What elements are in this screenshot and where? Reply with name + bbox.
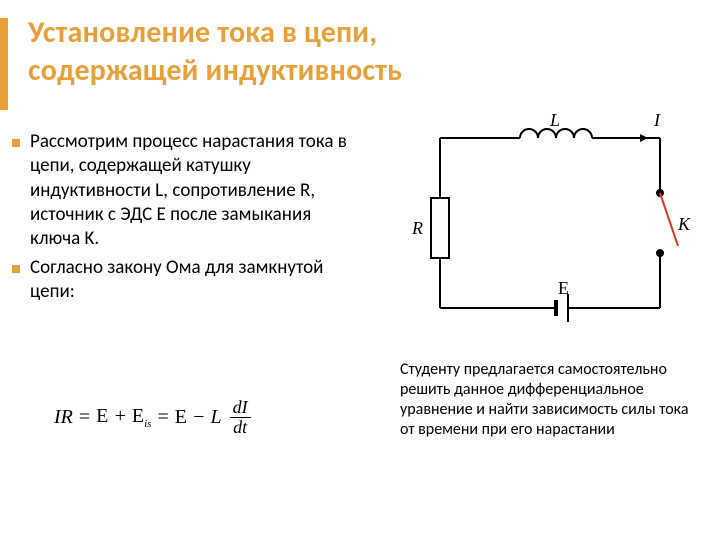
student-note: Студенту предлагается самостоятельно реш… bbox=[400, 360, 700, 440]
bullet-item: Рассмотрим процесс нарастания тока в цеп… bbox=[12, 130, 362, 252]
label-K: K bbox=[677, 214, 691, 234]
label-I: I bbox=[653, 110, 661, 130]
equation: IR = E + Eis = E − L dI dt bbox=[54, 398, 251, 437]
label-L: L bbox=[549, 110, 560, 130]
eq-equals: = bbox=[157, 406, 168, 429]
circuit-diagram: L I R K E bbox=[400, 108, 700, 338]
body-text: Рассмотрим процесс нарастания тока в цеп… bbox=[12, 130, 362, 308]
eq-lhs: IR bbox=[54, 406, 73, 429]
label-R: R bbox=[411, 218, 423, 238]
bullet-text: Согласно закону Ома для замкнутой цепи: bbox=[30, 256, 362, 305]
eq-mid1: E + Eis bbox=[96, 405, 151, 430]
title-accent-bar bbox=[0, 18, 8, 110]
eq-fraction: dI dt bbox=[230, 398, 251, 437]
eq-mid2: E − L bbox=[175, 406, 222, 429]
frac-bot: dt bbox=[230, 418, 250, 437]
eq-sub: is bbox=[144, 418, 151, 430]
slide-title: Установление тока в цепи, содержащей инд… bbox=[28, 14, 402, 89]
bullet-text: Рассмотрим процесс нарастания тока в цеп… bbox=[30, 130, 362, 252]
eq-equals: = bbox=[79, 406, 90, 429]
label-E: E bbox=[558, 278, 569, 298]
bullet-item: Согласно закону Ома для замкнутой цепи: bbox=[12, 256, 362, 305]
square-bullet-icon bbox=[12, 265, 20, 273]
title-line-1: Установление тока в цепи, bbox=[28, 14, 377, 51]
square-bullet-icon bbox=[12, 139, 20, 147]
frac-top: dI bbox=[230, 398, 251, 418]
title-line-2: содержащей индуктивность bbox=[28, 52, 402, 89]
